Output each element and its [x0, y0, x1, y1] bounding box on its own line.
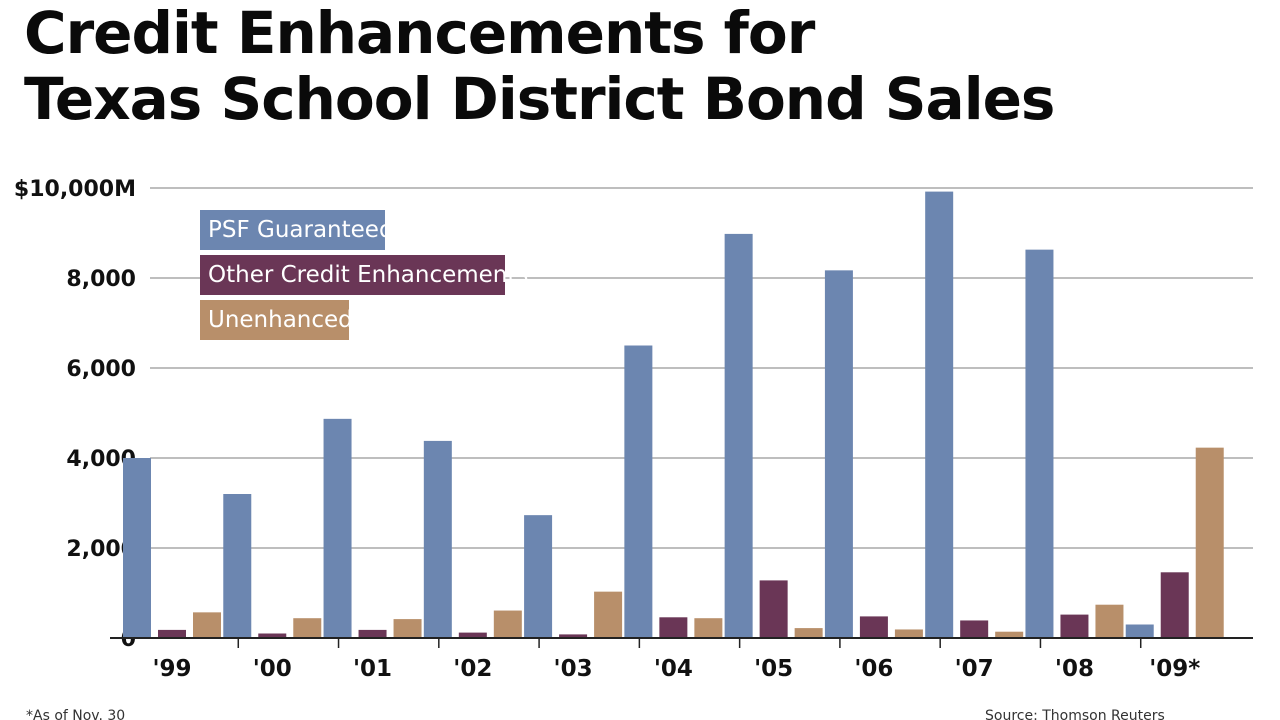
x-tick-label: '07 — [955, 656, 994, 682]
bar-psf-guaranteed — [824, 270, 853, 638]
x-tick-label: '01 — [353, 656, 392, 682]
bar-unenhanced — [694, 618, 723, 638]
x-tick-label: '06 — [854, 656, 893, 682]
bar-unenhanced — [894, 629, 923, 638]
bar-other-credit-enhancements — [458, 632, 487, 638]
bar-unenhanced — [594, 591, 623, 638]
legend-item-other-credit-enhancements: Other Credit Enhancements — [200, 255, 528, 295]
bar-other-credit-enhancements — [158, 629, 186, 638]
y-tick-label: 6,000 — [66, 357, 136, 382]
bar-psf-guaranteed — [524, 515, 553, 638]
bar-other-credit-enhancements — [1160, 572, 1189, 638]
x-tick-label: '02 — [453, 656, 492, 682]
bar-other-credit-enhancements — [258, 633, 287, 638]
bar-psf-guaranteed — [223, 494, 252, 638]
bar-unenhanced — [1195, 447, 1224, 638]
bar-unenhanced — [1095, 604, 1124, 638]
bar-unenhanced — [393, 619, 422, 638]
x-tick-label: '99 — [152, 656, 191, 682]
bar-psf-guaranteed — [423, 440, 452, 638]
bar-other-credit-enhancements — [559, 634, 588, 638]
source-note: Source: Thomson Reuters — [985, 708, 1165, 720]
bar-other-credit-enhancements — [659, 617, 688, 638]
x-tick-label: '00 — [253, 656, 292, 682]
bar-other-credit-enhancements — [960, 620, 989, 638]
bar-unenhanced — [493, 610, 522, 638]
bar-psf-guaranteed — [123, 458, 151, 638]
bar-unenhanced — [193, 612, 221, 638]
bar-unenhanced — [995, 631, 1024, 638]
bar-psf-guaranteed — [624, 345, 653, 638]
chart-title-line-2: Texas School District Bond Sales — [24, 65, 1055, 133]
bar-psf-guaranteed — [1025, 249, 1054, 638]
x-tick-label: '08 — [1055, 656, 1094, 682]
chart-title: Credit Enhancements for Texas School Dis… — [24, 0, 1055, 133]
x-tick-label: '03 — [554, 656, 593, 682]
chart-title-line-1: Credit Enhancements for — [24, 0, 815, 67]
bar-other-credit-enhancements — [358, 629, 387, 638]
legend-item-psf-guaranteed: PSF Guaranteed — [200, 210, 394, 250]
bar-other-credit-enhancements — [1060, 614, 1089, 638]
y-tick-label: $10,000M — [14, 177, 136, 202]
bar-psf-guaranteed — [925, 191, 954, 638]
bar-other-credit-enhancements — [859, 616, 888, 638]
bar-unenhanced — [794, 628, 823, 638]
bar-other-credit-enhancements — [759, 580, 788, 638]
bar-unenhanced — [293, 618, 322, 638]
footnote: *As of Nov. 30 — [26, 708, 126, 720]
bar-psf-guaranteed — [323, 418, 352, 638]
y-tick-label: 8,000 — [66, 267, 136, 292]
bar-psf-guaranteed — [724, 233, 753, 638]
bar-psf-guaranteed — [1125, 624, 1154, 638]
legend-item-unenhanced: Unenhanced — [200, 300, 353, 340]
x-tick-label: '05 — [754, 656, 793, 682]
x-tick-label: '04 — [654, 656, 693, 682]
x-tick-label: '09* — [1149, 656, 1200, 682]
chart-legend: PSF Guaranteed Other Credit Enhancements… — [200, 210, 528, 345]
